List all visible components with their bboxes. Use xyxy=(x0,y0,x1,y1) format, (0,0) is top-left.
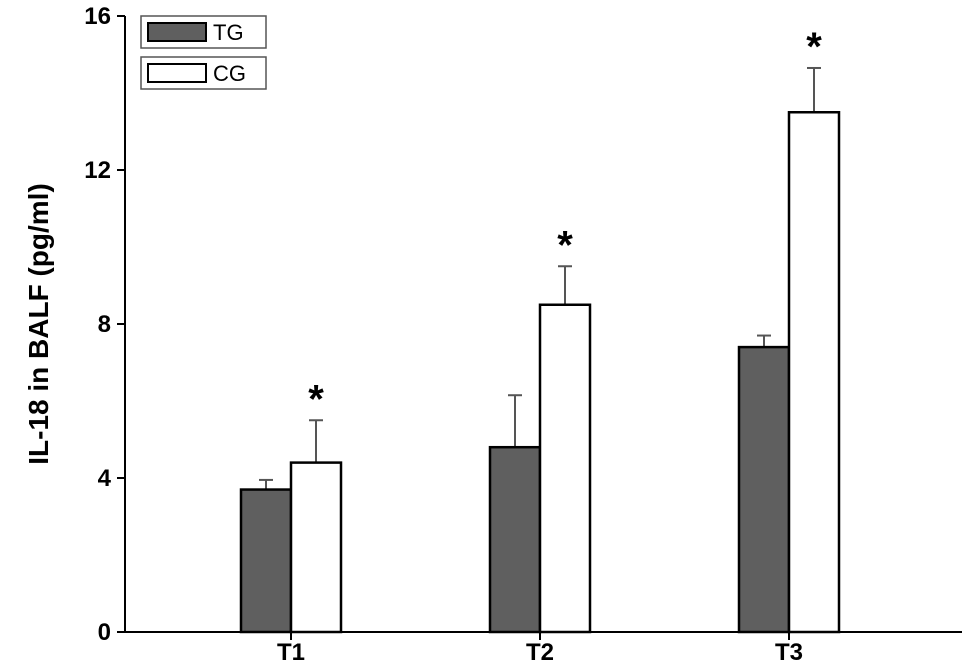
x-tick-label: T2 xyxy=(526,639,554,664)
legend-swatch-tg xyxy=(147,22,207,42)
y-tick-label: 12 xyxy=(84,157,111,184)
bar-tg-t2 xyxy=(488,445,542,634)
y-tick-label: 8 xyxy=(98,311,111,338)
bar-tg-t3 xyxy=(737,345,791,634)
y-tick-label: 0 xyxy=(98,619,111,646)
x-tick-label: T1 xyxy=(277,639,305,664)
y-tick-label: 16 xyxy=(84,3,111,30)
x-tick-label: T3 xyxy=(775,639,803,664)
bar-tg-t1 xyxy=(239,488,293,634)
bar-cg-t3 xyxy=(787,111,841,634)
bar-cg-t1 xyxy=(289,461,343,634)
y-axis-label: IL-18 in BALF (pg/ml) xyxy=(23,183,54,465)
y-tick-label: 4 xyxy=(98,465,112,492)
significance-marker: * xyxy=(308,377,324,421)
bars: * * * xyxy=(239,25,841,634)
legend-swatch-cg xyxy=(147,63,207,83)
legend-label-cg: CG xyxy=(213,61,246,86)
legend: TG CG xyxy=(140,15,267,90)
significance-marker: * xyxy=(557,223,573,267)
significance-marker: * xyxy=(806,25,822,69)
legend-label-tg: TG xyxy=(213,20,244,45)
bar-cg-t2 xyxy=(538,303,592,634)
